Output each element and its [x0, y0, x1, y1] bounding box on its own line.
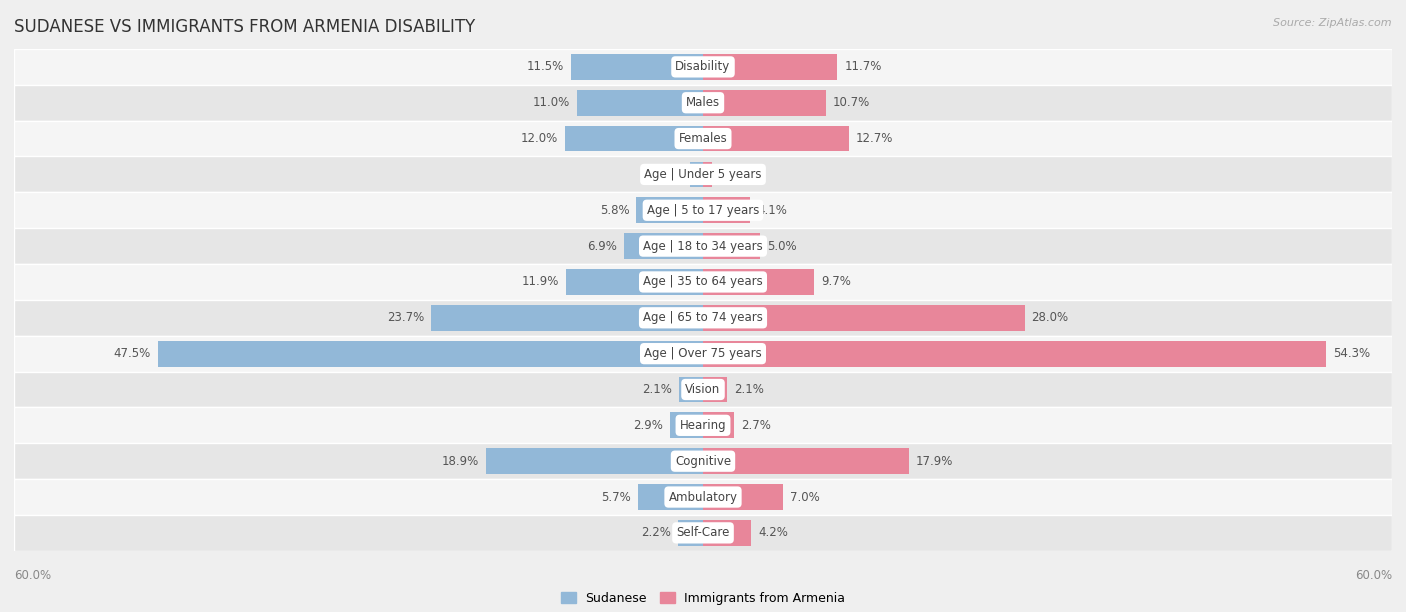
Text: 11.9%: 11.9% — [522, 275, 560, 288]
Text: Age | 18 to 34 years: Age | 18 to 34 years — [643, 240, 763, 253]
Text: Males: Males — [686, 96, 720, 109]
Bar — [14, 157, 1392, 192]
Text: 2.1%: 2.1% — [734, 383, 763, 396]
Text: 10.7%: 10.7% — [832, 96, 870, 109]
Text: 12.0%: 12.0% — [522, 132, 558, 145]
Text: 60.0%: 60.0% — [14, 569, 51, 582]
Text: 11.7%: 11.7% — [844, 61, 882, 73]
Text: Hearing: Hearing — [679, 419, 727, 432]
Bar — [703, 269, 814, 295]
Text: 18.9%: 18.9% — [441, 455, 479, 468]
Bar — [703, 162, 711, 187]
Text: SUDANESE VS IMMIGRANTS FROM ARMENIA DISABILITY: SUDANESE VS IMMIGRANTS FROM ARMENIA DISA… — [14, 18, 475, 36]
Bar — [703, 54, 838, 80]
Bar — [624, 233, 703, 259]
Text: 11.0%: 11.0% — [533, 96, 569, 109]
Bar — [14, 264, 1392, 300]
Bar — [703, 125, 849, 152]
Text: Ambulatory: Ambulatory — [668, 491, 738, 504]
Text: 12.7%: 12.7% — [856, 132, 893, 145]
Text: Vision: Vision — [685, 383, 721, 396]
Text: 54.3%: 54.3% — [1333, 347, 1371, 360]
Text: Age | 35 to 64 years: Age | 35 to 64 years — [643, 275, 763, 288]
Bar — [14, 515, 1392, 551]
Bar — [14, 371, 1392, 408]
Bar — [703, 305, 1025, 330]
Text: 2.2%: 2.2% — [641, 526, 671, 539]
Bar — [703, 412, 734, 438]
Text: 5.0%: 5.0% — [768, 240, 797, 253]
Bar — [14, 479, 1392, 515]
Text: 6.9%: 6.9% — [588, 240, 617, 253]
Bar — [157, 341, 703, 367]
Bar — [679, 376, 703, 403]
Text: Females: Females — [679, 132, 727, 145]
Bar — [690, 162, 703, 187]
Bar — [14, 300, 1392, 336]
Bar — [703, 520, 751, 546]
Text: 0.76%: 0.76% — [718, 168, 756, 181]
Text: Age | 5 to 17 years: Age | 5 to 17 years — [647, 204, 759, 217]
Text: 4.1%: 4.1% — [756, 204, 787, 217]
Bar — [14, 49, 1392, 85]
Bar — [703, 90, 825, 116]
Bar — [486, 448, 703, 474]
Bar — [571, 54, 703, 80]
Text: 2.9%: 2.9% — [633, 419, 662, 432]
Bar — [430, 305, 703, 330]
Bar — [14, 228, 1392, 264]
Bar — [565, 125, 703, 152]
Bar — [637, 484, 703, 510]
Bar — [703, 484, 783, 510]
Text: 60.0%: 60.0% — [1355, 569, 1392, 582]
Text: Self-Care: Self-Care — [676, 526, 730, 539]
Bar — [14, 192, 1392, 228]
Text: 2.7%: 2.7% — [741, 419, 770, 432]
Bar — [576, 90, 703, 116]
Bar — [703, 341, 1326, 367]
Text: 23.7%: 23.7% — [387, 312, 425, 324]
Text: 17.9%: 17.9% — [915, 455, 953, 468]
Bar — [703, 448, 908, 474]
Text: Cognitive: Cognitive — [675, 455, 731, 468]
Bar — [703, 233, 761, 259]
Bar — [14, 443, 1392, 479]
Text: 2.1%: 2.1% — [643, 383, 672, 396]
Text: 7.0%: 7.0% — [790, 491, 820, 504]
Bar — [703, 376, 727, 403]
Bar — [703, 197, 749, 223]
Text: 4.2%: 4.2% — [758, 526, 787, 539]
Bar — [669, 412, 703, 438]
Text: 5.8%: 5.8% — [600, 204, 630, 217]
Text: 28.0%: 28.0% — [1032, 312, 1069, 324]
Bar — [678, 520, 703, 546]
Bar — [637, 197, 703, 223]
Legend: Sudanese, Immigrants from Armenia: Sudanese, Immigrants from Armenia — [555, 587, 851, 610]
Bar — [14, 85, 1392, 121]
Text: 47.5%: 47.5% — [114, 347, 150, 360]
Text: Age | 65 to 74 years: Age | 65 to 74 years — [643, 312, 763, 324]
Text: 11.5%: 11.5% — [527, 61, 564, 73]
Text: Age | Under 5 years: Age | Under 5 years — [644, 168, 762, 181]
Text: Source: ZipAtlas.com: Source: ZipAtlas.com — [1274, 18, 1392, 28]
Text: 5.7%: 5.7% — [600, 491, 631, 504]
Bar — [14, 408, 1392, 443]
Text: Age | Over 75 years: Age | Over 75 years — [644, 347, 762, 360]
Bar — [14, 121, 1392, 157]
Text: 9.7%: 9.7% — [821, 275, 851, 288]
Text: 1.1%: 1.1% — [654, 168, 683, 181]
Text: Disability: Disability — [675, 61, 731, 73]
Bar — [567, 269, 703, 295]
Bar — [14, 336, 1392, 371]
